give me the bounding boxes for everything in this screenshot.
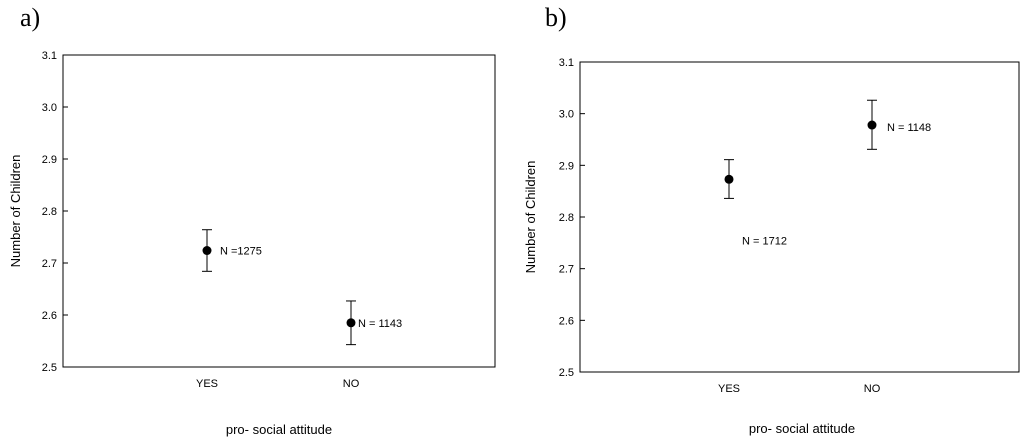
- panel-b-n-label: N = 1712: [742, 235, 787, 247]
- panel-a-y-tick-label: 2.6: [42, 310, 57, 322]
- panel-b-y-tick-label: 2.6: [559, 315, 574, 327]
- panel-b-label: b): [545, 3, 567, 32]
- panel-b-n-label: N = 1148: [887, 122, 931, 134]
- panel-a-x-axis-title: pro- social attitude: [226, 422, 332, 437]
- panel-a-y-axis-title: Number of Children: [8, 155, 23, 268]
- panel-b-x-tick-label: NO: [864, 383, 881, 395]
- panel-b-y-axis-title: Number of Children: [523, 161, 538, 274]
- panel-a-plot-frame: [62, 54, 496, 368]
- panel-b-y-tick-label: 2.5: [559, 367, 574, 379]
- panel-b-y-tick-label: 3.0: [559, 109, 574, 121]
- panel-b-x-tick-label: YES: [718, 383, 740, 395]
- panel-a-x-tick-label: NO: [343, 378, 360, 390]
- panel-b-marks: 2.5 2.6 2.7 2.8 2.9 3.0 3.1 YES NO N = 1712 N = 11…: [559, 57, 931, 395]
- panel-b-plot-frame: [579, 61, 1020, 373]
- panel-b: b) Number of Children pro- social attitu…: [523, 3, 1020, 436]
- panel-b-y-tick-label: 3.1: [559, 57, 574, 69]
- panel-b-y-tick-label: 2.9: [559, 160, 574, 172]
- panel-a-label: a): [20, 3, 40, 32]
- panel-a-n-label: N =1275: [220, 246, 262, 258]
- panel-a-y-tick-label: 3.1: [42, 50, 57, 62]
- panel-b-data-point: [724, 174, 734, 184]
- panel-a-x-tick-label: YES: [196, 378, 218, 390]
- panel-a-data-point: [346, 318, 356, 328]
- panel-a-y-tick-label: 2.5: [42, 362, 57, 374]
- panel-a-y-tick-label: 2.8: [42, 206, 57, 218]
- panel-a-y-tick-label: 3.0: [42, 102, 57, 114]
- panel-a-y-tick-label: 2.7: [42, 258, 57, 270]
- panel-a: a) Number of Children pro- social attitu…: [8, 3, 496, 437]
- panel-b-data-point: [867, 120, 877, 130]
- panel-b-y-tick-label: 2.8: [559, 212, 574, 224]
- panel-a-marks: 2.5 2.6 2.7 2.8 2.9 3.0 3.1 YES NO N =1275 N = 114…: [42, 50, 402, 390]
- panel-a-n-label: N = 1143: [358, 318, 402, 330]
- panel-b-x-axis-title: pro- social attitude: [749, 421, 855, 436]
- panel-b-y-tick-label: 2.7: [559, 264, 574, 276]
- panel-a-y-tick-label: 2.9: [42, 154, 57, 166]
- panel-a-data-point: [202, 246, 212, 256]
